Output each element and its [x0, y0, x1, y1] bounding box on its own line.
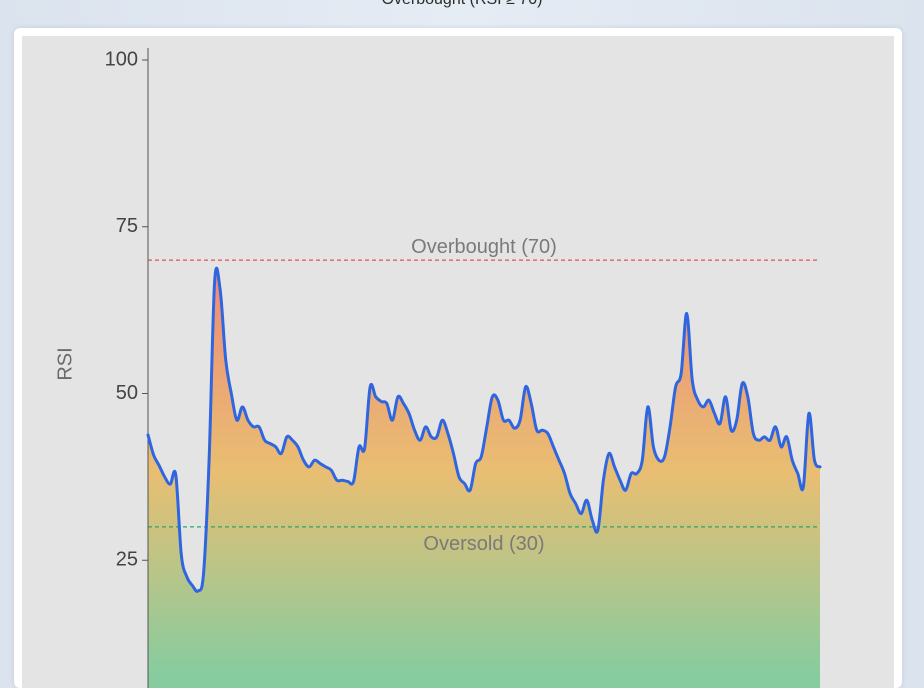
chart-card: Overbought (70) Oversold (30) 25 50 75 100 R…	[14, 28, 902, 688]
y-axis-label: RSI	[54, 347, 76, 380]
y-axis-ticks: 25 50 75 100	[105, 48, 148, 571]
rsi-line	[146, 266, 822, 593]
series-layer	[146, 266, 822, 593]
rsi-chart: Overbought (70) Oversold (30) 25 50 75 100 R…	[22, 36, 894, 688]
reference-line-label: Overbought (70)	[411, 236, 557, 258]
y-tick-label: 75	[116, 215, 138, 237]
area-layer	[148, 268, 820, 688]
chart-legend-text: Overbought (RSI ≥ 70)	[0, 0, 924, 9]
y-tick-label: 25	[116, 549, 138, 571]
y-tick-label: 100	[105, 48, 138, 70]
reference-lines: Overbought (70) Oversold (30)	[148, 236, 820, 555]
rsi-area-fill	[148, 268, 820, 688]
y-tick-label: 50	[116, 382, 138, 404]
reference-line-label: Oversold (30)	[423, 533, 544, 555]
